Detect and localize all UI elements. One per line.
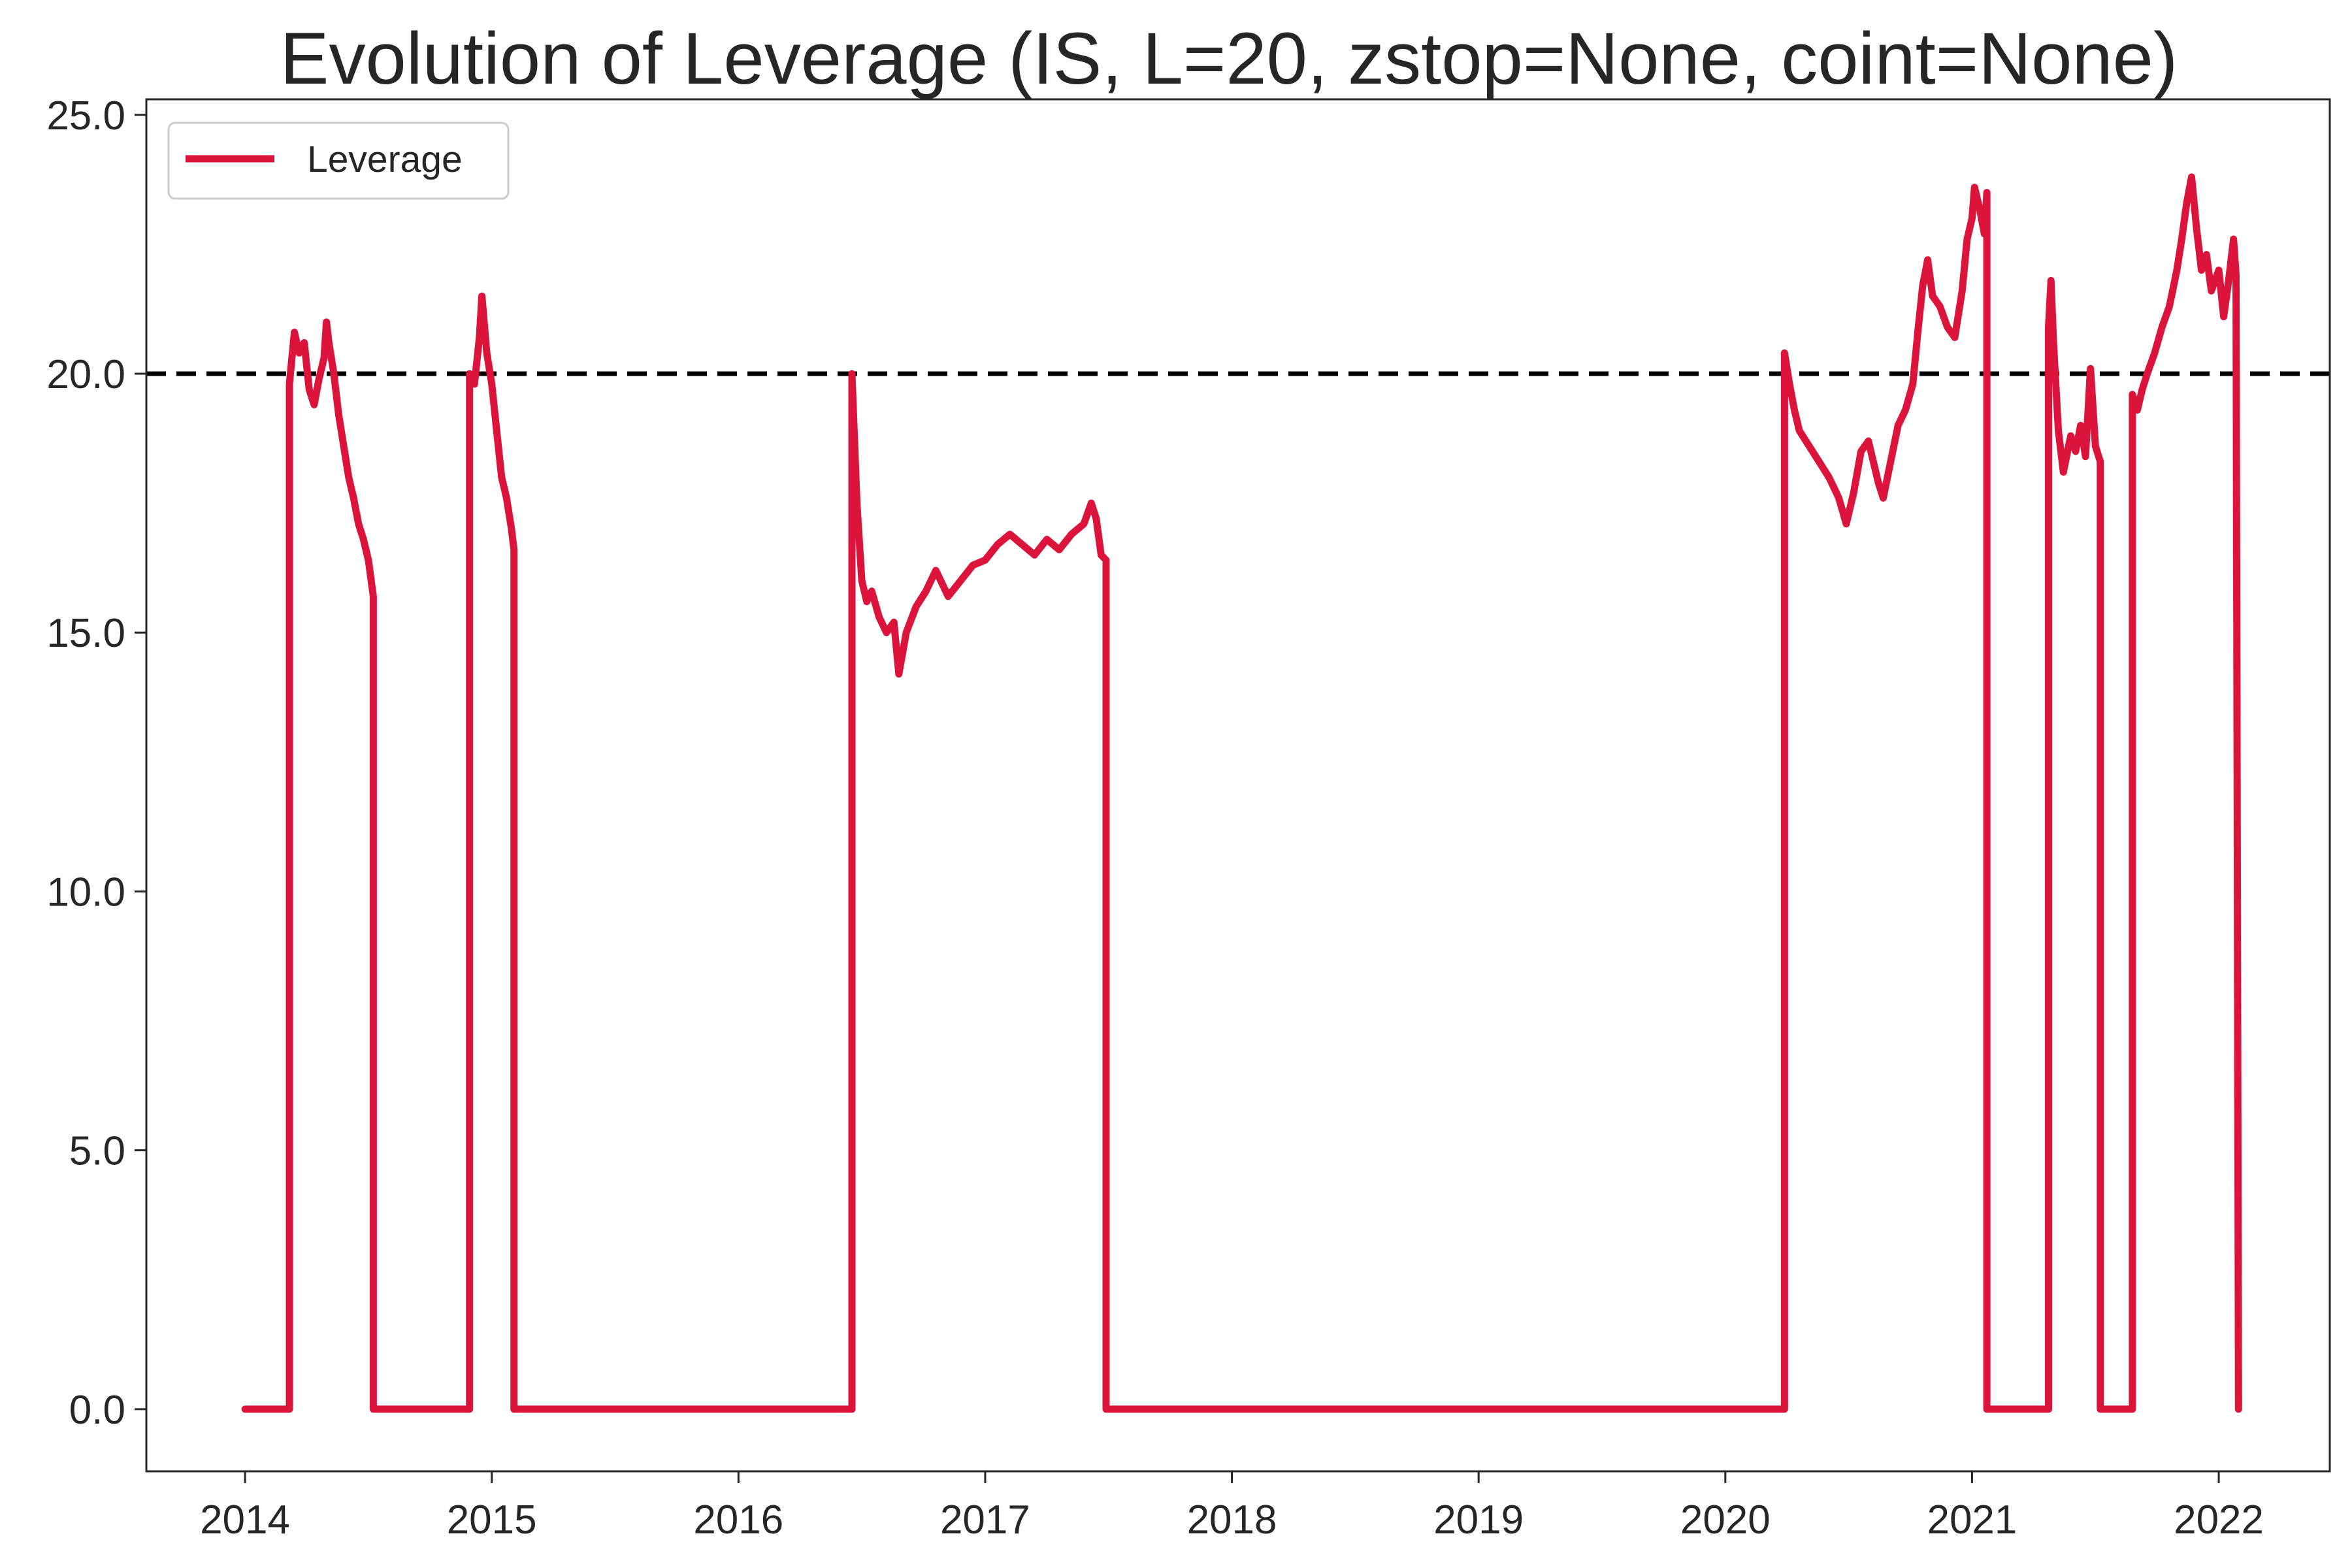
x-tick-label: 2016 bbox=[693, 1497, 783, 1543]
y-tick-label: 10.0 bbox=[46, 870, 125, 915]
y-axis-ticks: 0.0 5.0 10.0 15.0 20.0 25.0 bbox=[46, 93, 146, 1433]
x-tick-label: 2015 bbox=[447, 1497, 537, 1543]
x-tick-label: 2014 bbox=[200, 1497, 290, 1543]
x-axis-ticks: 2014 2015 2016 2017 2018 2019 2020 2021 2022 bbox=[200, 1471, 2264, 1543]
y-tick-label: 15.0 bbox=[46, 611, 125, 656]
x-tick-label: 2018 bbox=[1187, 1497, 1277, 1543]
x-tick-label: 2020 bbox=[1680, 1497, 1771, 1543]
x-tick-label: 2022 bbox=[2174, 1497, 2264, 1543]
x-tick-label: 2017 bbox=[940, 1497, 1030, 1543]
legend: Leverage bbox=[167, 122, 510, 200]
x-tick-label: 2021 bbox=[1927, 1497, 2017, 1543]
y-tick-label: 20.0 bbox=[46, 352, 125, 397]
legend-label-leverage: Leverage bbox=[307, 139, 463, 180]
axes-frame bbox=[145, 98, 2331, 1473]
y-tick-label: 25.0 bbox=[46, 93, 125, 139]
chart-title: Evolution of Leverage (IS, L=20, zstop=N… bbox=[280, 18, 2178, 99]
legend-box bbox=[167, 122, 510, 200]
y-tick-label: 5.0 bbox=[69, 1129, 125, 1174]
y-tick-label: 0.0 bbox=[69, 1388, 125, 1433]
series-line-leverage bbox=[241, 173, 2242, 1413]
x-tick-label: 2019 bbox=[1433, 1497, 1524, 1543]
